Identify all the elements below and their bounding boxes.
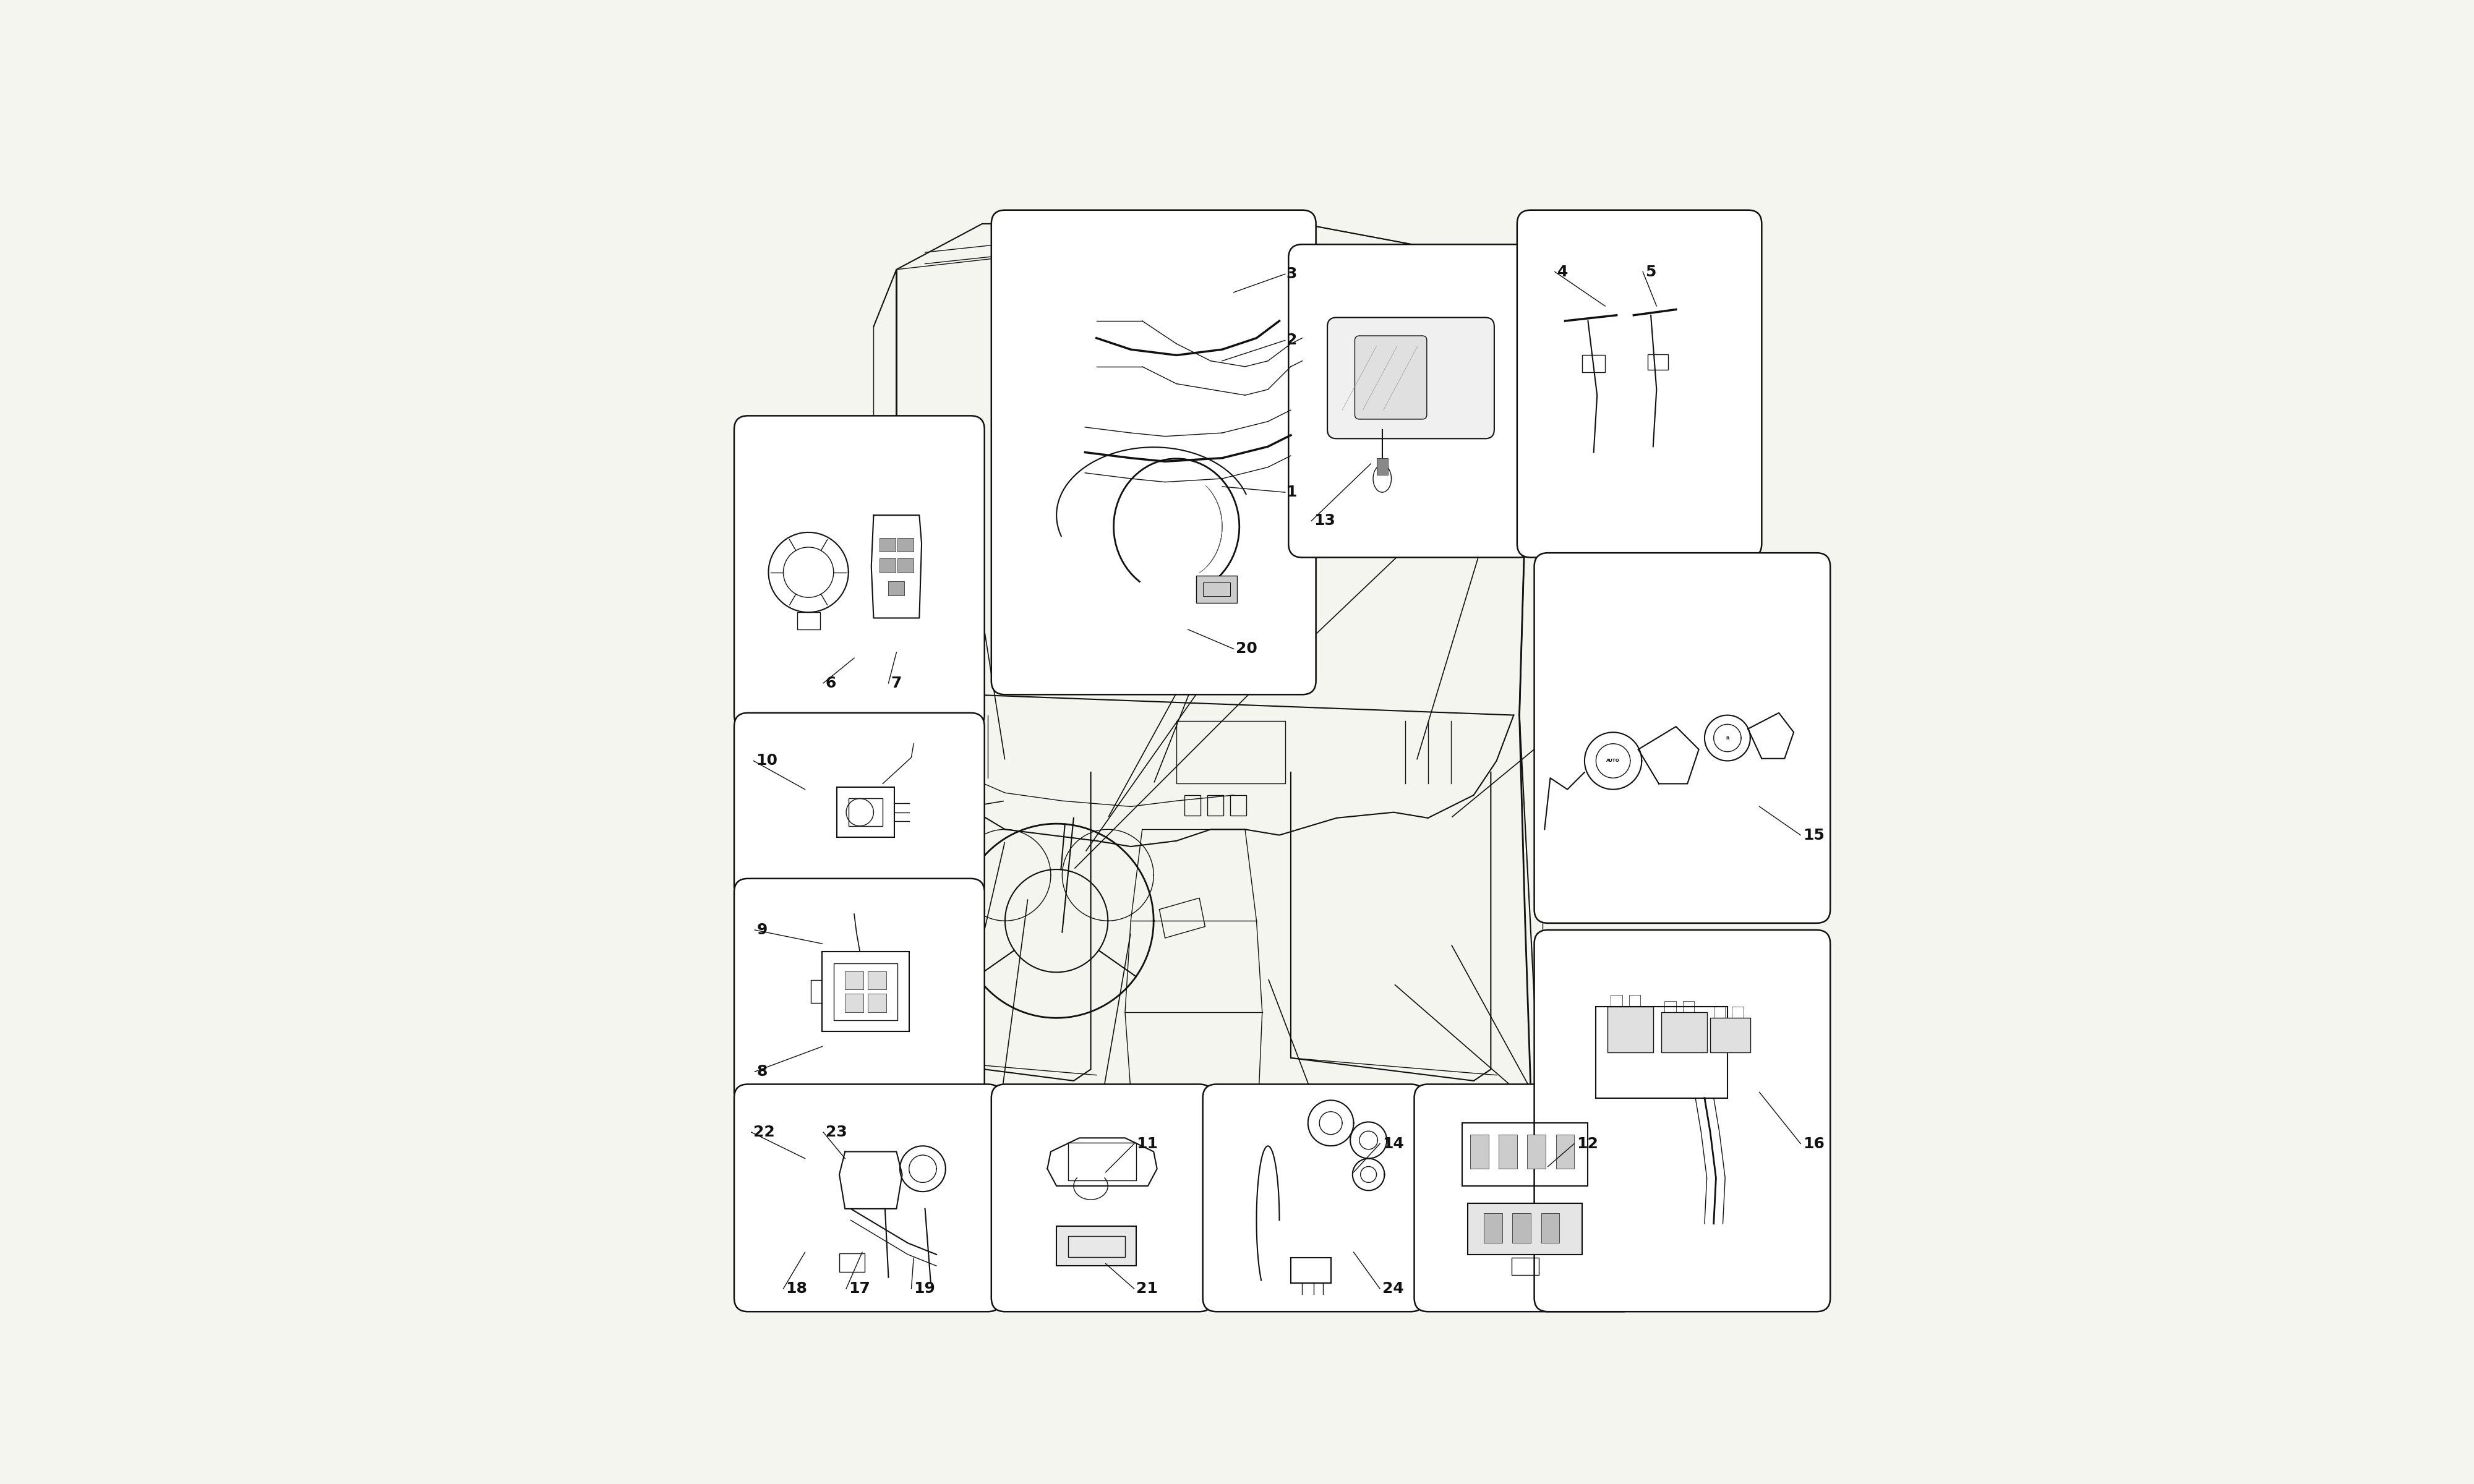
Bar (1596, 1006, 1727, 1098)
Bar (1541, 1214, 1559, 1244)
FancyBboxPatch shape (1534, 930, 1831, 1312)
Text: 4: 4 (1556, 264, 1569, 279)
Text: 14: 14 (1383, 1137, 1403, 1152)
Text: 7: 7 (891, 675, 901, 690)
Bar (935, 724, 952, 738)
Bar (878, 558, 896, 573)
Bar (868, 971, 886, 990)
FancyBboxPatch shape (992, 211, 1316, 695)
Bar (1069, 1236, 1126, 1257)
FancyBboxPatch shape (735, 712, 985, 901)
Bar (1185, 795, 1200, 816)
Text: 5: 5 (1645, 264, 1655, 279)
Bar (1202, 583, 1230, 597)
Bar (1376, 459, 1388, 475)
Bar (1608, 1006, 1653, 1052)
Text: 13: 13 (1314, 513, 1336, 528)
Bar (834, 963, 898, 1020)
Bar (1682, 1000, 1695, 1012)
Bar (836, 787, 893, 837)
FancyBboxPatch shape (1517, 211, 1761, 558)
Text: 1: 1 (1286, 485, 1296, 500)
Bar (1512, 1214, 1531, 1244)
Text: 10: 10 (757, 754, 777, 769)
Bar (1611, 996, 1623, 1006)
Bar (1056, 1226, 1136, 1266)
Text: R: R (1727, 736, 1729, 741)
Bar (1230, 795, 1247, 816)
Text: 6: 6 (826, 675, 836, 690)
Bar (1732, 1006, 1744, 1018)
Bar (1556, 1134, 1573, 1169)
Text: 8: 8 (757, 1064, 767, 1079)
Text: 21: 21 (1136, 1281, 1158, 1296)
Bar (1467, 1204, 1583, 1254)
Bar (849, 798, 883, 827)
Bar (839, 1254, 863, 1272)
Bar (945, 736, 965, 749)
Bar (1512, 1258, 1539, 1275)
FancyBboxPatch shape (1356, 335, 1427, 418)
FancyBboxPatch shape (735, 416, 985, 729)
Bar (1526, 1134, 1546, 1169)
FancyBboxPatch shape (1202, 1085, 1425, 1312)
Text: 20: 20 (1237, 641, 1257, 656)
Bar (878, 539, 896, 552)
Bar (1462, 1123, 1588, 1186)
Bar (797, 613, 819, 629)
Text: 17: 17 (849, 1281, 871, 1296)
Text: 3: 3 (1286, 267, 1296, 282)
Text: 19: 19 (913, 1281, 935, 1296)
Bar (846, 994, 863, 1012)
Text: 23: 23 (826, 1125, 846, 1140)
Bar (868, 994, 886, 1012)
Bar (960, 745, 977, 758)
Bar (888, 582, 905, 595)
Bar (1484, 1214, 1502, 1244)
Bar (1660, 1012, 1707, 1052)
FancyBboxPatch shape (1329, 318, 1494, 439)
Bar (1291, 1258, 1331, 1284)
Bar (1499, 1134, 1517, 1169)
FancyBboxPatch shape (1534, 554, 1831, 923)
Bar (1207, 795, 1222, 816)
Text: 18: 18 (787, 1281, 807, 1296)
Bar (1648, 355, 1667, 370)
Text: 22: 22 (755, 1125, 774, 1140)
Text: 9: 9 (757, 923, 767, 938)
Bar (1665, 1000, 1675, 1012)
Text: 11: 11 (1136, 1137, 1158, 1152)
FancyBboxPatch shape (1289, 245, 1534, 558)
FancyBboxPatch shape (992, 1085, 1212, 1312)
Bar (846, 971, 863, 990)
Text: 12: 12 (1576, 1137, 1598, 1152)
Text: 2: 2 (1286, 332, 1296, 347)
Bar (898, 558, 913, 573)
Bar (898, 539, 913, 552)
Bar (821, 951, 908, 1031)
Bar (1628, 996, 1640, 1006)
Text: 16: 16 (1804, 1137, 1823, 1152)
Text: 24: 24 (1383, 1281, 1403, 1296)
Bar (1195, 576, 1237, 603)
Bar (1714, 1006, 1724, 1018)
Text: 15: 15 (1804, 828, 1823, 843)
Bar (1583, 355, 1606, 372)
FancyBboxPatch shape (735, 1085, 1002, 1312)
Text: AUTO: AUTO (1606, 758, 1620, 763)
FancyBboxPatch shape (1415, 1085, 1635, 1312)
Bar (1178, 721, 1284, 784)
FancyBboxPatch shape (735, 879, 985, 1106)
Bar (1470, 1134, 1489, 1169)
Bar (1710, 1018, 1749, 1052)
